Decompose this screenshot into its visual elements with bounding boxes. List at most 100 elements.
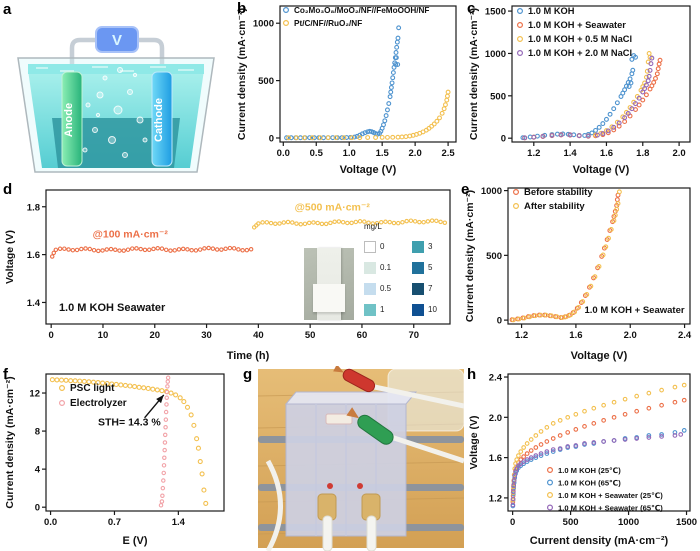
svg-text:Voltage (V): Voltage (V) <box>573 164 630 176</box>
concentration-value: 0.1 <box>380 263 392 272</box>
concentration-swatch <box>364 261 376 274</box>
svg-text:0.0: 0.0 <box>44 517 57 528</box>
svg-text:0: 0 <box>501 134 506 145</box>
voltmeter-label: V <box>112 32 122 49</box>
svg-text:2.4: 2.4 <box>489 373 503 384</box>
svg-text:500: 500 <box>258 76 274 87</box>
chart-catalyst-comparison: 0.0 0.5 1.0 1.5 2.0 2.5 0 500 1000 Voltage (V) Cur… <box>236 5 457 176</box>
panel-label-h: h <box>467 366 477 383</box>
panel-label-a: a <box>3 1 12 18</box>
svg-text:1.0 M KOH + Seawater: 1.0 M KOH + Seawater <box>528 20 626 30</box>
svg-text:0: 0 <box>510 517 515 528</box>
svg-text:1.6: 1.6 <box>569 330 582 341</box>
svg-text:1.0 M KOH + Seawater (25℃): 1.0 M KOH + Seawater (25℃) <box>558 491 663 500</box>
photo-area <box>257 364 465 551</box>
svg-text:20: 20 <box>149 330 160 341</box>
svg-text:500: 500 <box>490 91 506 102</box>
chart-temperature-comparison: 0 500 1000 1500 1.2 1.6 2.0 2.4 Current density … <box>468 373 697 547</box>
cathode-electrode <box>151 71 173 167</box>
svg-text:1.0 M KOH + 2.0 M NaCl: 1.0 M KOH + 2.0 M NaCl <box>528 48 632 58</box>
concentration-level-row: 7 <box>412 278 437 299</box>
svg-text:60: 60 <box>357 330 368 341</box>
tank-bottom-shade <box>52 118 180 168</box>
electrolyzer-photo <box>257 364 465 551</box>
panel-label-g: g <box>243 366 253 383</box>
concentration-value: 7 <box>428 284 433 293</box>
svg-text:1.8: 1.8 <box>636 148 649 159</box>
svg-text:1000: 1000 <box>618 517 639 528</box>
white-cable-red-clip <box>369 383 465 409</box>
chart-electrolyte-comparison: 1.2 1.4 1.6 1.8 2.0 0 500 1000 1500 Voltage (V) Cu… <box>468 5 691 176</box>
svg-text:0: 0 <box>49 330 54 341</box>
panel-label-b: b <box>237 0 247 17</box>
concentration-scale-col1: 0 0.1 0.5 1 <box>364 236 391 320</box>
svg-text:1.0 M KOH (65℃): 1.0 M KOH (65℃) <box>558 479 621 488</box>
svg-text:1000: 1000 <box>481 186 502 197</box>
concentration-level-row: 10 <box>412 299 437 320</box>
svg-text:1.4: 1.4 <box>27 298 41 309</box>
chart-sth-efficiency: 0.0 0.7 1.4 0 4 8 12 E (V) Current density (mA·c… <box>4 373 225 547</box>
svg-text:0: 0 <box>269 133 274 144</box>
svg-text:500: 500 <box>563 517 579 528</box>
concentration-scale-col2: 3 5 7 10 <box>412 236 437 320</box>
svg-text:Current density (mA·cm⁻²): Current density (mA·cm⁻²) <box>4 376 16 508</box>
anode-label: Anode <box>63 103 75 137</box>
svg-text:1.0 M KOH + Seawater: 1.0 M KOH + Seawater <box>585 305 685 316</box>
svg-text:@500 mA·cm⁻²: @500 mA·cm⁻² <box>295 202 371 214</box>
panel-e-before-after-stability: 1.2 1.6 2.0 2.4 0 500 1000 Voltage (V) Current d… <box>460 180 700 366</box>
test-strip-pad <box>313 284 345 312</box>
svg-text:1.6: 1.6 <box>600 148 613 159</box>
svg-text:10: 10 <box>98 330 109 341</box>
gasket-dot-left <box>327 483 333 489</box>
svg-text:After stability: After stability <box>524 201 585 212</box>
svg-text:0.0: 0.0 <box>277 148 290 159</box>
svg-text:1.6: 1.6 <box>27 250 40 261</box>
anode-electrode <box>61 71 83 167</box>
panel-label-f: f <box>3 366 8 383</box>
svg-text:Before stability: Before stability <box>524 187 593 198</box>
concentration-swatch <box>412 303 424 316</box>
concentration-level-row: 1 <box>364 299 391 320</box>
red-clip <box>333 364 376 393</box>
electrolyzer-illustration: V Anode Cathode <box>17 26 215 173</box>
cell-label-sticker <box>325 413 353 425</box>
surface-ripples <box>36 66 194 72</box>
svg-text:2.4: 2.4 <box>678 330 692 341</box>
svg-text:Time (h): Time (h) <box>227 350 270 362</box>
svg-text:1000: 1000 <box>253 19 274 30</box>
svg-text:2.0: 2.0 <box>624 330 637 341</box>
panel-f-sth-efficiency: 0.0 0.7 1.4 0 4 8 12 E (V) Current density (mA·c… <box>0 366 238 551</box>
white-cable-green-clip <box>387 433 465 464</box>
concentration-value: 5 <box>428 263 433 272</box>
svg-text:70: 70 <box>408 330 419 341</box>
svg-text:2.0: 2.0 <box>672 148 685 159</box>
svg-text:1.4: 1.4 <box>172 517 186 528</box>
concentration-value: 0 <box>380 242 385 251</box>
concentration-value: 0.5 <box>380 284 392 293</box>
concentration-value: 3 <box>428 242 433 251</box>
svg-text:30: 30 <box>201 330 212 341</box>
acrylic-cell-top <box>284 391 418 405</box>
svg-text:1.0 M KOH Seawater: 1.0 M KOH Seawater <box>59 302 166 314</box>
concentration-swatch <box>364 282 376 295</box>
svg-text:1.0: 1.0 <box>343 148 356 159</box>
svg-text:Current density (mA·cm⁻²): Current density (mA·cm⁻²) <box>236 8 248 140</box>
gas-bubbles <box>82 67 148 158</box>
panel-label-c: c <box>467 0 476 17</box>
svg-text:1.0 M KOH (25℃): 1.0 M KOH (25℃) <box>558 466 621 475</box>
svg-text:1500: 1500 <box>485 7 506 18</box>
test-strip-photo <box>304 248 354 320</box>
panel-d-stability-test: 0 10 20 30 40 50 60 70 1.4 1.6 1.8 Time (h) Voltage … <box>0 180 460 366</box>
svg-text:1.2: 1.2 <box>527 148 540 159</box>
concentration-swatch <box>364 240 376 253</box>
svg-text:1500: 1500 <box>676 517 697 528</box>
panel-h-temperature-comparison: 0 500 1000 1500 1.2 1.6 2.0 2.4 Current density … <box>464 366 700 551</box>
concentration-level-row: 3 <box>412 236 437 257</box>
concentration-swatch <box>364 303 376 316</box>
green-clip <box>346 407 394 445</box>
voltmeter-box <box>95 26 139 53</box>
outlet-tubes <box>317 493 381 551</box>
panel-g-device-photo <box>238 364 465 551</box>
concentration-level-row: 5 <box>412 257 437 278</box>
